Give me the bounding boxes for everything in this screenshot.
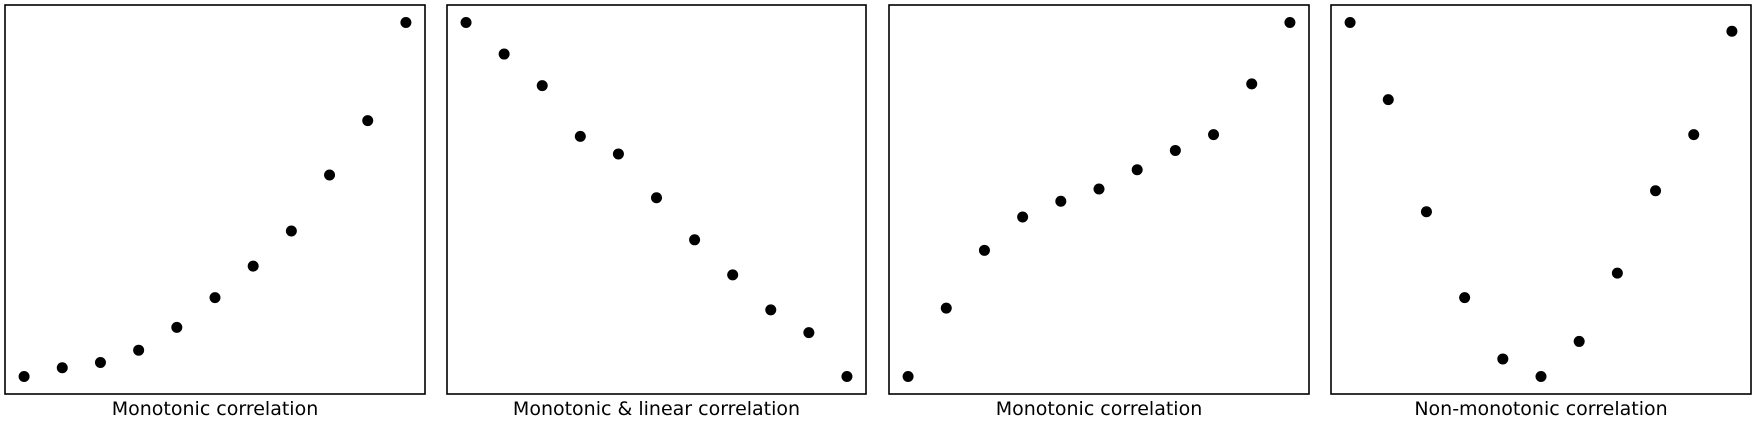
data-point [1246,78,1258,90]
data-point [765,304,777,316]
data-point [651,192,662,204]
data-point [1650,185,1662,197]
scatter-panel-2: Monotonic & linear correlation [446,4,867,420]
data-point [94,356,106,368]
data-point [1208,129,1220,141]
scatter-panel-4: Non-monotonic correlation [1330,4,1752,420]
data-point [1497,353,1509,365]
data-point [324,169,336,181]
data-point [247,260,259,272]
data-point [1688,129,1700,141]
data-point [841,370,853,382]
x-axis-label-2: Monotonic & linear correlation [513,398,800,420]
data-point [1093,183,1105,195]
data-point [902,370,914,382]
data-point [1344,17,1356,29]
data-point [362,115,374,127]
data-point [1382,94,1394,106]
data-point [1169,144,1181,156]
data-point [940,302,952,314]
plot-area-3 [888,4,1310,395]
data-point [536,80,548,92]
x-axis-label-1: Monotonic correlation [112,398,319,420]
data-point [1420,206,1432,218]
data-point [1573,335,1585,347]
data-point [1459,292,1471,304]
data-point [727,269,739,281]
data-point [978,244,990,256]
data-point [574,130,586,142]
data-point [1055,195,1067,207]
data-point [1017,211,1029,223]
scatter-panel-3: Monotonic correlation [888,4,1310,420]
data-point [460,17,472,29]
data-point [56,362,68,374]
data-point [803,327,815,339]
data-point [1535,370,1547,382]
data-point [1131,164,1143,176]
data-point [285,225,297,237]
scatter-panel-1: Monotonic correlation [4,4,426,420]
data-point [689,234,701,246]
data-point [133,344,145,356]
data-point [1284,17,1296,29]
data-point [1726,25,1738,37]
data-point [400,17,412,29]
x-axis-label-4: Non-monotonic correlation [1414,398,1667,420]
data-point [1611,267,1623,279]
data-point [171,321,183,333]
data-point [18,370,30,382]
data-point [498,48,510,60]
data-point [612,148,624,160]
data-point [209,292,221,304]
x-axis-label-3: Monotonic correlation [996,398,1203,420]
plot-area-1 [4,4,426,395]
plot-area-4 [1330,4,1752,395]
